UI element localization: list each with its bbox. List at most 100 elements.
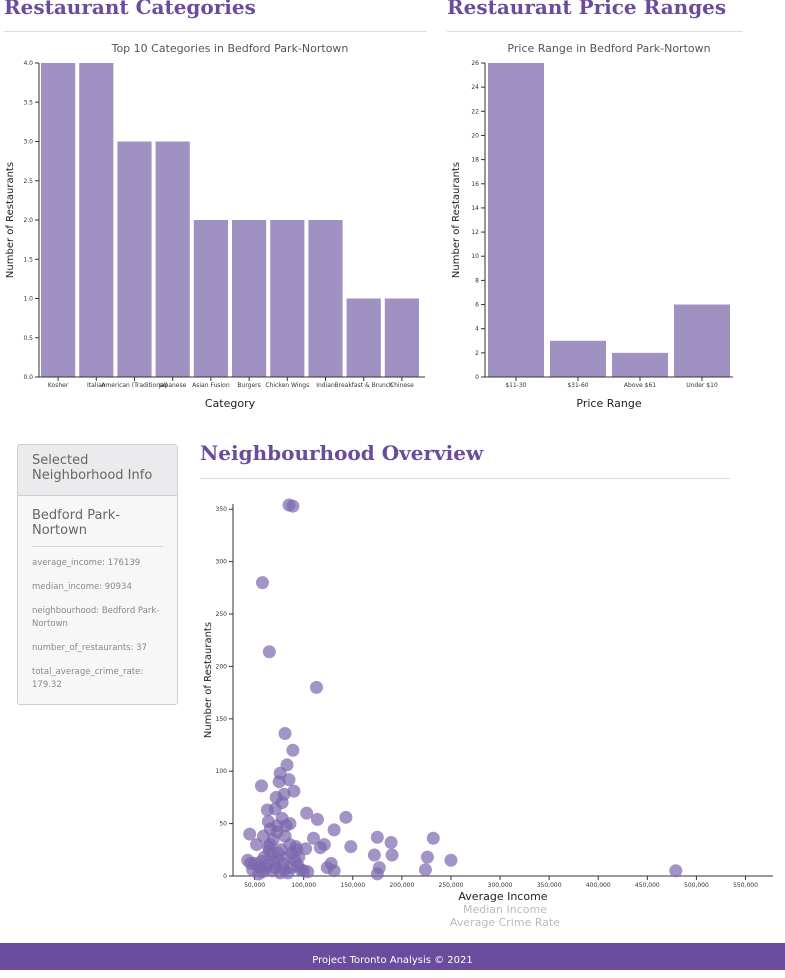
x-axis-option-median-income[interactable]: Median Income (463, 903, 547, 916)
x-tick-label: $31-60 (567, 382, 588, 389)
scatter-point (278, 829, 292, 843)
x-tick-label: Kosher (48, 382, 69, 389)
scatter-point (418, 863, 432, 877)
y-tick-label: 16 (471, 181, 479, 188)
y-tick-label: 20 (471, 132, 479, 139)
y-tick-label: 300 (216, 559, 228, 566)
scatter-point (307, 831, 321, 845)
scatter-point (282, 773, 296, 787)
y-tick-label: 0 (475, 374, 479, 381)
footer: Project Toronto Analysis © 2021 (0, 943, 785, 970)
x-tick-label: Burgers (237, 382, 260, 389)
scatter-point (372, 861, 386, 875)
x-tick-label: 350,000 (537, 882, 562, 889)
scatter-point (287, 784, 301, 798)
y-tick-label: 12 (471, 229, 479, 236)
y-tick-label: 4 (475, 326, 479, 333)
scatter-point (275, 811, 289, 825)
x-tick-label: 200,000 (389, 882, 414, 889)
scatter-point (310, 812, 324, 826)
scatter-point (261, 815, 275, 829)
info-row: median_income: 90934 (32, 582, 132, 592)
x-tick-label: Breakfast & Brunch (335, 382, 394, 389)
bar (270, 220, 305, 377)
categories-bar-chart: Top 10 Categories in Bedford Park-Nortow… (5, 42, 425, 410)
x-tick-label: Above $61 (624, 382, 656, 389)
bar (308, 220, 343, 377)
y-tick-label: 22 (471, 108, 479, 115)
x-tick-label: Under $10 (686, 382, 718, 389)
overview-section-title: Neighbourhood Overview (200, 441, 484, 465)
bar (41, 63, 76, 377)
bar (346, 298, 381, 377)
neighborhood-name: Bedford Park-Nortown (32, 508, 120, 538)
chart-title: Top 10 Categories in Bedford Park-Nortow… (111, 42, 349, 55)
x-tick-label: 450,000 (635, 882, 660, 889)
panel-body: Bedford Park-Nortown average_income: 176… (18, 496, 177, 715)
bar (488, 63, 544, 377)
y-tick-label: 4.0 (23, 60, 33, 67)
neighbourhood-scatter-plot: 0 50 100 150 200 250 300 350 50,000 100,000 150,00… (203, 498, 773, 903)
scatter-point (370, 830, 384, 844)
scatter-point (301, 865, 315, 879)
y-tick-label: 10 (471, 253, 479, 260)
scatter-point (384, 835, 398, 849)
scatter-point (286, 743, 300, 757)
y-tick-label: 18 (471, 157, 479, 164)
y-tick-label: 2.5 (23, 178, 33, 185)
x-tick-label: American (Traditional) (101, 382, 167, 389)
bar (674, 304, 730, 377)
scatter-point (344, 840, 358, 854)
divider (32, 546, 163, 547)
bar (232, 220, 267, 377)
bar (117, 141, 152, 377)
info-row: neighbourhood: Bedford Park-Nortown (32, 606, 160, 629)
scatter-point (278, 726, 292, 740)
scatter-point (260, 803, 274, 817)
y-tick-label: 2.0 (23, 217, 33, 224)
y-tick-label: 200 (216, 663, 228, 670)
x-tick-label: 550,000 (733, 882, 758, 889)
price-section-title: Restaurant Price Ranges (447, 0, 727, 19)
y-axis-label: Number of Restaurants (451, 162, 462, 278)
x-axis-label: Category (205, 397, 256, 410)
y-tick-label: 250 (216, 611, 228, 618)
divider (200, 478, 730, 479)
scatter-point (272, 775, 286, 789)
scatter-point (262, 645, 276, 659)
scatter-point (255, 576, 269, 590)
y-tick-label: 2 (475, 350, 479, 357)
y-axis-label: Number of Restaurants (5, 162, 16, 278)
bar (550, 340, 606, 377)
divider (447, 31, 743, 32)
y-tick-label: 6 (475, 302, 479, 309)
scatter-point (300, 806, 314, 820)
scatter-point (669, 864, 683, 878)
x-tick-label: Indian (316, 382, 335, 389)
categories-section-title: Restaurant Categories (4, 0, 256, 19)
x-axis-option-average-crime-rate[interactable]: Average Crime Rate (449, 916, 561, 929)
x-tick-label: Japanese (158, 382, 187, 389)
bar (155, 141, 190, 377)
scatter-point (327, 864, 341, 878)
scatter-point (254, 854, 268, 868)
x-tick-label: Asian Fusion (192, 382, 230, 389)
y-tick-label: 1.5 (23, 256, 33, 263)
scatter-point (420, 850, 434, 864)
scatter-point (339, 810, 353, 824)
x-tick-label: 50,000 (244, 882, 265, 889)
scatter-point (444, 853, 458, 867)
divider (4, 31, 427, 32)
scatter-point (254, 779, 268, 793)
y-tick-label: 100 (216, 768, 228, 775)
info-row: average_income: 176139 (32, 558, 141, 568)
y-tick-label: 26 (471, 60, 479, 67)
x-axis-label: Price Range (576, 397, 641, 410)
bar (79, 63, 114, 377)
x-axis-label[interactable]: Average Income (458, 890, 547, 903)
bar (384, 298, 419, 377)
y-tick-label: 24 (471, 84, 479, 91)
y-tick-label: 1.0 (23, 296, 33, 303)
y-tick-label: 150 (216, 716, 228, 723)
x-tick-label: 100,000 (291, 882, 316, 889)
